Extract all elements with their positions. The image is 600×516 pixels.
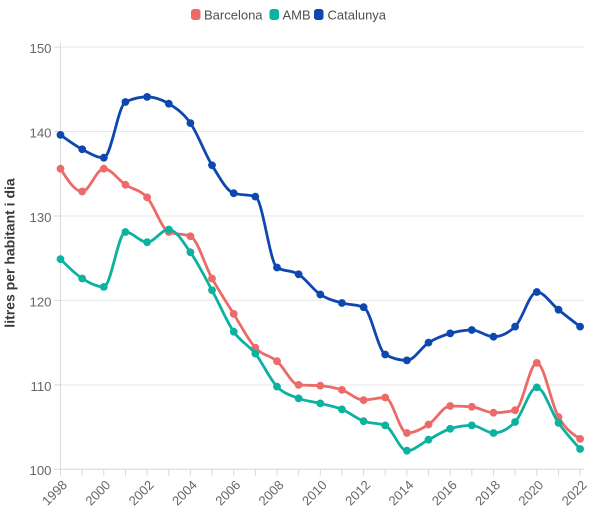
- svg-text:130: 130: [29, 210, 51, 225]
- svg-text:100: 100: [29, 463, 51, 478]
- svg-text:140: 140: [29, 125, 51, 140]
- svg-text:110: 110: [30, 379, 51, 394]
- svg-text:AMB: AMB: [283, 8, 311, 23]
- svg-text:120: 120: [29, 294, 51, 309]
- svg-text:Catalunya: Catalunya: [328, 8, 387, 23]
- svg-text:litres per habitant i dia: litres per habitant i dia: [2, 178, 18, 328]
- svg-text:Barcelona: Barcelona: [204, 8, 263, 23]
- svg-text:150: 150: [29, 41, 51, 56]
